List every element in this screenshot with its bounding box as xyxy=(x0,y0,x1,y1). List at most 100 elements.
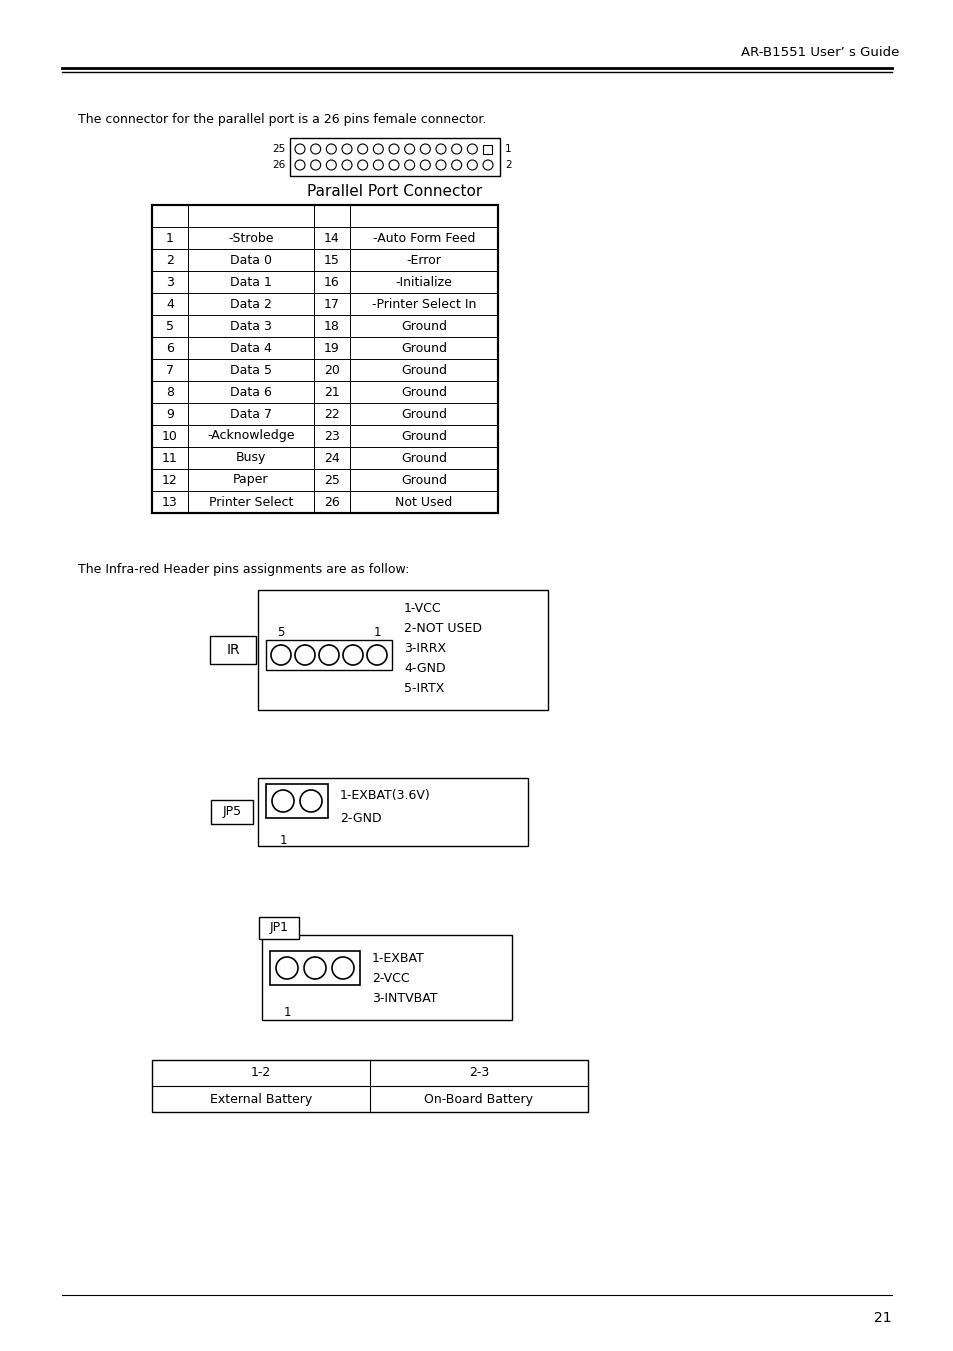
Text: IR: IR xyxy=(226,643,239,657)
Circle shape xyxy=(343,644,363,665)
Text: 26: 26 xyxy=(324,496,339,508)
Text: 9: 9 xyxy=(166,408,173,420)
Text: 11: 11 xyxy=(162,451,177,465)
Text: 2: 2 xyxy=(166,254,173,266)
Text: -Auto Form Feed: -Auto Form Feed xyxy=(373,231,475,245)
Text: 17: 17 xyxy=(324,297,339,311)
Text: 20: 20 xyxy=(324,363,339,377)
Text: Data 0: Data 0 xyxy=(230,254,272,266)
Text: 26: 26 xyxy=(273,159,286,170)
Bar xyxy=(266,640,392,670)
Bar xyxy=(258,917,298,939)
Text: 14: 14 xyxy=(324,231,339,245)
Text: Ground: Ground xyxy=(400,430,447,443)
Circle shape xyxy=(451,145,461,154)
Text: 24: 24 xyxy=(324,451,339,465)
Circle shape xyxy=(294,644,314,665)
Text: 7: 7 xyxy=(166,363,173,377)
Circle shape xyxy=(451,159,461,170)
Text: 1: 1 xyxy=(166,231,173,245)
Text: 5: 5 xyxy=(166,319,173,332)
Bar xyxy=(266,784,328,817)
Text: 22: 22 xyxy=(324,408,339,420)
Text: Data 1: Data 1 xyxy=(230,276,272,289)
Text: 1-2: 1-2 xyxy=(251,1066,271,1079)
Text: Data 5: Data 5 xyxy=(230,363,272,377)
Circle shape xyxy=(436,159,446,170)
Text: Ground: Ground xyxy=(400,342,447,354)
Text: 8: 8 xyxy=(166,385,173,399)
Circle shape xyxy=(404,145,415,154)
Text: 1-VCC: 1-VCC xyxy=(403,601,441,615)
Circle shape xyxy=(271,644,291,665)
Bar xyxy=(257,778,527,846)
Circle shape xyxy=(420,145,430,154)
Bar xyxy=(262,935,512,1020)
Text: Data 7: Data 7 xyxy=(230,408,272,420)
Text: -Initialize: -Initialize xyxy=(395,276,452,289)
Text: The Infra-red Header pins assignments are as follow:: The Infra-red Header pins assignments ar… xyxy=(78,563,409,577)
Text: 21: 21 xyxy=(324,385,339,399)
Text: 15: 15 xyxy=(324,254,339,266)
Circle shape xyxy=(332,957,354,979)
Bar xyxy=(152,205,497,513)
Text: 4: 4 xyxy=(166,297,173,311)
Circle shape xyxy=(420,159,430,170)
Circle shape xyxy=(389,145,398,154)
Text: Ground: Ground xyxy=(400,363,447,377)
Text: The connector for the parallel port is a 26 pins female connector.: The connector for the parallel port is a… xyxy=(78,113,486,127)
Text: Data 2: Data 2 xyxy=(230,297,272,311)
Circle shape xyxy=(482,159,493,170)
Text: 6: 6 xyxy=(166,342,173,354)
Text: 2: 2 xyxy=(504,159,511,170)
Text: 1: 1 xyxy=(279,834,287,847)
Text: 3-IRRX: 3-IRRX xyxy=(403,642,446,654)
Text: 2-3: 2-3 xyxy=(468,1066,489,1079)
Text: 1: 1 xyxy=(504,145,511,154)
Text: -Strobe: -Strobe xyxy=(228,231,274,245)
Circle shape xyxy=(341,159,352,170)
Text: 21: 21 xyxy=(874,1310,891,1325)
Text: 2-NOT USED: 2-NOT USED xyxy=(403,621,481,635)
Text: 19: 19 xyxy=(324,342,339,354)
Text: Not Used: Not Used xyxy=(395,496,452,508)
Text: 2-GND: 2-GND xyxy=(339,812,381,824)
Bar xyxy=(270,951,359,985)
Text: Data 4: Data 4 xyxy=(230,342,272,354)
Circle shape xyxy=(357,145,367,154)
Circle shape xyxy=(367,644,387,665)
Text: 25: 25 xyxy=(273,145,286,154)
Circle shape xyxy=(318,644,338,665)
Text: 3-INTVBAT: 3-INTVBAT xyxy=(372,993,437,1005)
Text: 5: 5 xyxy=(277,627,284,639)
Circle shape xyxy=(326,145,336,154)
Circle shape xyxy=(304,957,326,979)
Circle shape xyxy=(404,159,415,170)
Circle shape xyxy=(436,145,446,154)
Circle shape xyxy=(357,159,367,170)
Text: 10: 10 xyxy=(162,430,178,443)
Text: Ground: Ground xyxy=(400,451,447,465)
Text: Ground: Ground xyxy=(400,473,447,486)
Text: 4-GND: 4-GND xyxy=(403,662,445,674)
Circle shape xyxy=(326,159,336,170)
Text: Parallel Port Connector: Parallel Port Connector xyxy=(307,184,482,199)
Bar xyxy=(257,590,547,711)
Circle shape xyxy=(294,159,305,170)
Circle shape xyxy=(467,159,476,170)
Text: Data 6: Data 6 xyxy=(230,385,272,399)
Text: -Error: -Error xyxy=(406,254,441,266)
Bar xyxy=(152,1061,587,1112)
Circle shape xyxy=(373,159,383,170)
Text: -Acknowledge: -Acknowledge xyxy=(207,430,294,443)
Text: Ground: Ground xyxy=(400,408,447,420)
Circle shape xyxy=(272,790,294,812)
Circle shape xyxy=(341,145,352,154)
Bar xyxy=(210,636,255,663)
Text: Printer Select: Printer Select xyxy=(209,496,293,508)
Circle shape xyxy=(311,145,320,154)
Text: 12: 12 xyxy=(162,473,177,486)
Text: Ground: Ground xyxy=(400,319,447,332)
Text: JP1: JP1 xyxy=(269,921,288,935)
Text: 5-IRTX: 5-IRTX xyxy=(403,681,444,694)
